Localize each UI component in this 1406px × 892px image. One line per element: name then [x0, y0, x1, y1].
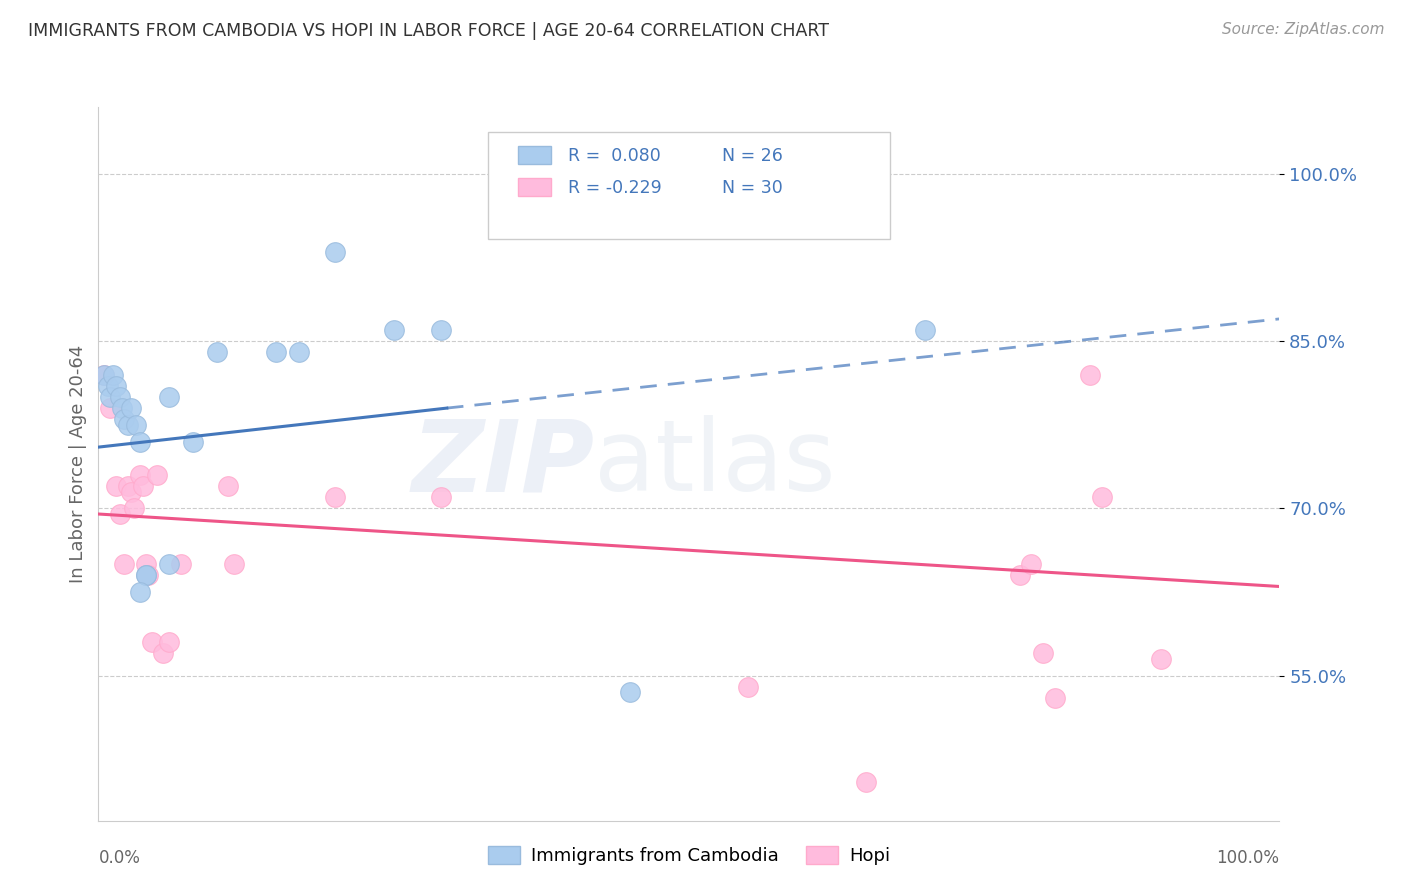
Point: [157, 557, 180, 572]
Point: [117, 479, 139, 493]
Point: [264, 345, 287, 359]
Point: [1150, 652, 1173, 666]
Text: N = 30: N = 30: [723, 178, 783, 196]
Bar: [517, 178, 551, 196]
Point: [170, 557, 193, 572]
Point: [382, 323, 405, 337]
Text: N = 26: N = 26: [723, 146, 783, 164]
Text: 100.0%: 100.0%: [1216, 849, 1279, 867]
Point: [128, 468, 150, 483]
Point: [205, 345, 228, 359]
Point: [157, 635, 180, 649]
Text: Source: ZipAtlas.com: Source: ZipAtlas.com: [1222, 22, 1385, 37]
Point: [146, 468, 169, 483]
Point: [1080, 368, 1102, 382]
Point: [1008, 568, 1031, 582]
Point: [855, 774, 877, 789]
Point: [152, 647, 174, 661]
Point: [224, 557, 246, 572]
Point: [117, 417, 139, 432]
Point: [136, 568, 159, 582]
Point: [135, 568, 157, 582]
Point: [135, 568, 157, 582]
Point: [97, 379, 120, 393]
Point: [122, 501, 145, 516]
Point: [1032, 647, 1054, 661]
Point: [323, 491, 346, 505]
Point: [132, 479, 155, 493]
Point: [112, 412, 135, 426]
Point: [737, 680, 759, 694]
Point: [135, 557, 157, 572]
Bar: [517, 146, 551, 164]
Text: IMMIGRANTS FROM CAMBODIA VS HOPI IN LABOR FORCE | AGE 20-64 CORRELATION CHART: IMMIGRANTS FROM CAMBODIA VS HOPI IN LABO…: [28, 22, 830, 40]
Point: [181, 434, 204, 449]
Point: [93, 368, 115, 382]
Point: [430, 491, 453, 505]
Text: R = -0.229: R = -0.229: [568, 178, 662, 196]
Point: [217, 479, 239, 493]
FancyBboxPatch shape: [488, 132, 890, 239]
Point: [619, 685, 641, 699]
Point: [108, 507, 131, 521]
Point: [128, 585, 150, 599]
Text: atlas: atlas: [595, 416, 837, 512]
Text: ZIP: ZIP: [412, 416, 595, 512]
Point: [105, 479, 128, 493]
Legend: Immigrants from Cambodia, Hopi: Immigrants from Cambodia, Hopi: [481, 839, 897, 872]
Point: [157, 390, 180, 404]
Point: [98, 390, 121, 404]
Point: [101, 368, 124, 382]
Point: [141, 635, 163, 649]
Point: [112, 557, 135, 572]
Point: [1091, 491, 1114, 505]
Point: [93, 368, 115, 382]
Point: [121, 401, 143, 416]
Point: [108, 390, 131, 404]
Point: [128, 434, 150, 449]
Text: R =  0.080: R = 0.080: [568, 146, 661, 164]
Point: [323, 245, 346, 260]
Point: [121, 484, 143, 499]
Point: [288, 345, 311, 359]
Point: [111, 401, 134, 416]
Text: 0.0%: 0.0%: [98, 849, 141, 867]
Point: [125, 417, 148, 432]
Point: [914, 323, 936, 337]
Y-axis label: In Labor Force | Age 20-64: In Labor Force | Age 20-64: [69, 344, 87, 583]
Point: [430, 323, 453, 337]
Point: [98, 401, 121, 416]
Point: [105, 379, 128, 393]
Point: [1021, 557, 1043, 572]
Point: [1043, 690, 1066, 705]
